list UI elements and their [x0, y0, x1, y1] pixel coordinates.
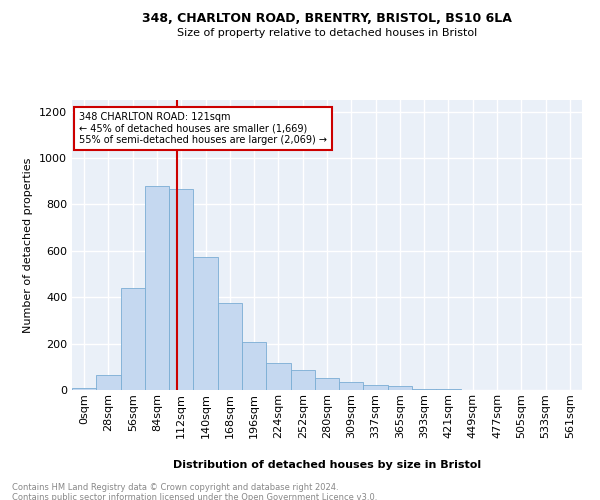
Bar	[193, 256, 218, 390]
Bar	[218, 303, 242, 390]
Bar	[412, 389, 436, 390]
Bar	[290, 370, 315, 390]
Bar	[339, 382, 364, 390]
Bar	[145, 186, 169, 390]
Bar	[242, 342, 266, 390]
Bar	[364, 385, 388, 390]
Text: Size of property relative to detached houses in Bristol: Size of property relative to detached ho…	[177, 28, 477, 38]
Bar	[266, 364, 290, 390]
Bar	[169, 190, 193, 390]
Bar	[121, 288, 145, 390]
Bar	[72, 388, 96, 390]
Text: 348, CHARLTON ROAD, BRENTRY, BRISTOL, BS10 6LA: 348, CHARLTON ROAD, BRENTRY, BRISTOL, BS…	[142, 12, 512, 26]
Bar	[96, 375, 121, 390]
Bar	[388, 386, 412, 390]
Y-axis label: Number of detached properties: Number of detached properties	[23, 158, 34, 332]
Text: Contains HM Land Registry data © Crown copyright and database right 2024.
Contai: Contains HM Land Registry data © Crown c…	[12, 482, 377, 500]
Text: 348 CHARLTON ROAD: 121sqm
← 45% of detached houses are smaller (1,669)
55% of se: 348 CHARLTON ROAD: 121sqm ← 45% of detac…	[79, 112, 327, 145]
Text: Distribution of detached houses by size in Bristol: Distribution of detached houses by size …	[173, 460, 481, 470]
Bar	[315, 378, 339, 390]
